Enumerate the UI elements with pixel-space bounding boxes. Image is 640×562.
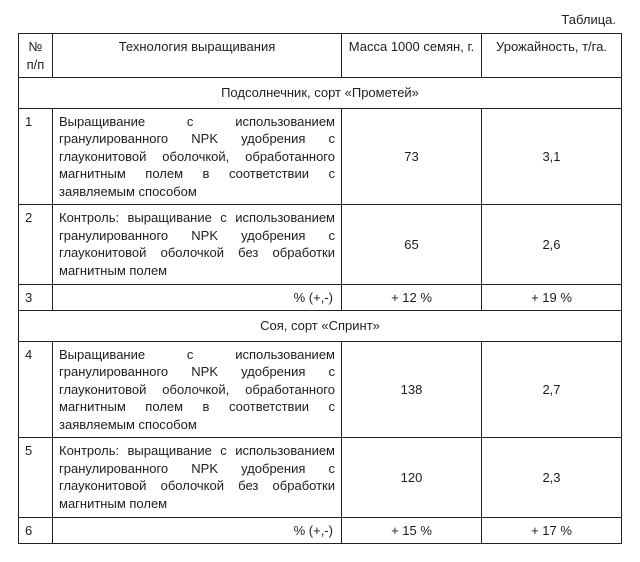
- cell-num: 4: [19, 341, 53, 438]
- cell-mass: + 15 %: [342, 517, 482, 544]
- header-row: № п/п Технология выращивания Масса 1000 …: [19, 34, 622, 78]
- table-caption: Таблица.: [18, 12, 616, 27]
- cell-num: 3: [19, 284, 53, 311]
- table-row: 6 % (+,-) + 15 % + 17 %: [19, 517, 622, 544]
- table-row: 2 Контроль: выращивание с использованием…: [19, 205, 622, 284]
- cell-tech: % (+,-): [53, 517, 342, 544]
- cell-tech: Контроль: выращивание с использованием г…: [53, 205, 342, 284]
- cell-mass: 138: [342, 341, 482, 438]
- cell-yield: 2,7: [482, 341, 622, 438]
- col-header-mass: Масса 1000 семян, г.: [342, 34, 482, 78]
- cell-tech: % (+,-): [53, 284, 342, 311]
- cell-num: 6: [19, 517, 53, 544]
- cell-tech: Выращивание с использованием гранулирова…: [53, 341, 342, 438]
- cell-mass: 120: [342, 438, 482, 517]
- cell-yield: + 17 %: [482, 517, 622, 544]
- cell-yield: 3,1: [482, 108, 622, 205]
- cell-mass: 65: [342, 205, 482, 284]
- col-header-yield: Урожайность, т/га.: [482, 34, 622, 78]
- table-row: 5 Контроль: выращивание с использованием…: [19, 438, 622, 517]
- cell-mass: 73: [342, 108, 482, 205]
- cell-num: 5: [19, 438, 53, 517]
- cell-mass: + 12 %: [342, 284, 482, 311]
- cell-yield: 2,6: [482, 205, 622, 284]
- section-soy-label: Соя, сорт «Спринт»: [19, 311, 622, 342]
- section-sunflower-label: Подсолнечник, сорт «Прометей»: [19, 78, 622, 109]
- cell-yield: 2,3: [482, 438, 622, 517]
- table-row: 4 Выращивание с использованием гранулиро…: [19, 341, 622, 438]
- cell-num: 1: [19, 108, 53, 205]
- cell-yield: + 19 %: [482, 284, 622, 311]
- section-soy: Соя, сорт «Спринт»: [19, 311, 622, 342]
- section-sunflower: Подсолнечник, сорт «Прометей»: [19, 78, 622, 109]
- data-table: № п/п Технология выращивания Масса 1000 …: [18, 33, 622, 544]
- cell-tech: Выращивание с использованием гранулирова…: [53, 108, 342, 205]
- col-header-tech: Технология выращивания: [53, 34, 342, 78]
- cell-num: 2: [19, 205, 53, 284]
- col-header-num: № п/п: [19, 34, 53, 78]
- table-row: 1 Выращивание с использованием гранулиро…: [19, 108, 622, 205]
- table-row: 3 % (+,-) + 12 % + 19 %: [19, 284, 622, 311]
- cell-tech: Контроль: выращивание с использованием г…: [53, 438, 342, 517]
